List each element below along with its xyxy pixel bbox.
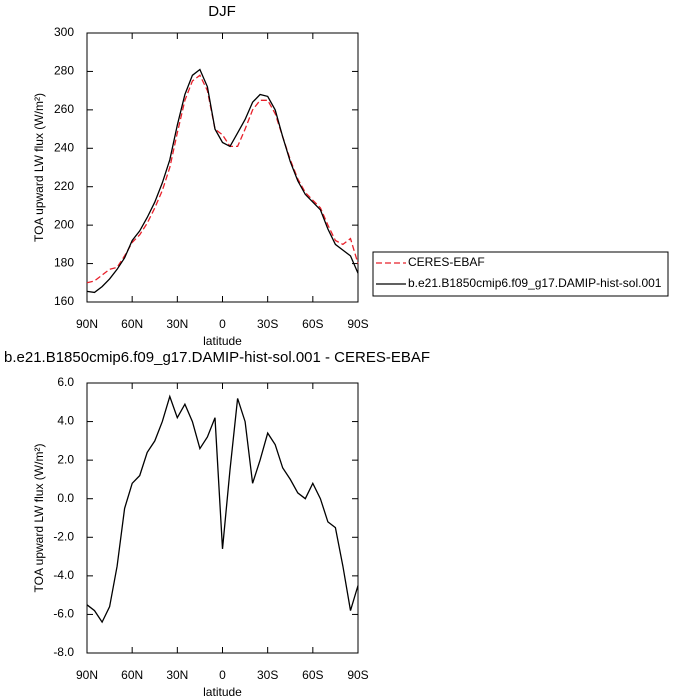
legend-label: CERES-EBAF [408,255,485,269]
x-tick-label: 30N [166,668,188,682]
x-axis-label: latitude [203,334,242,348]
y-tick-label: -8.0 [53,645,74,659]
x-tick-label: 30S [257,668,278,682]
x-tick-label: 30S [257,317,278,331]
y-tick-label: -6.0 [53,607,74,621]
y-tick-label: -2.0 [53,529,74,543]
x-tick-label: 90N [76,668,98,682]
x-tick-label: 60N [121,668,143,682]
y-tick-label: 220 [54,179,74,193]
x-tick-label: 60S [302,317,323,331]
y-axis-label: TOA upward LW flux (W/m²) [32,93,46,242]
y-tick-label: -4.0 [53,568,74,582]
x-tick-label: 60N [121,317,143,331]
plot-frame [86,382,359,654]
y-tick-label: 160 [54,294,74,308]
x-tick-label: 90S [347,668,368,682]
y-tick-label: 2.0 [57,452,74,466]
y-tick-label: 6.0 [57,375,74,389]
plot-frame [86,32,359,303]
y-tick-label: 240 [54,140,74,154]
chart-title: b.e21.B1850cmip6.f09_g17.DAMIP-hist-sol.… [4,349,430,366]
y-tick-label: 4.0 [57,414,74,428]
chart-title: DJF [208,3,236,20]
x-tick-label: 0 [219,668,226,682]
y-axis-label: TOA upward LW flux (W/m²) [32,444,46,593]
y-tick-label: 200 [54,217,74,231]
x-tick-label: 0 [219,317,226,331]
data-line [86,68,359,294]
y-tick-label: 260 [54,102,74,116]
x-axis-label: latitude [203,685,242,699]
data-line [86,394,359,624]
y-tick-label: 180 [54,256,74,270]
x-tick-label: 30N [166,317,188,331]
x-tick-label: 60S [302,668,323,682]
y-tick-label: 300 [54,25,74,39]
x-tick-label: 90S [347,317,368,331]
y-tick-label: 280 [54,64,74,78]
x-tick-label: 90N [76,317,98,331]
legend-box [372,251,669,297]
data-line [86,74,359,284]
legend-label: b.e21.B1850cmip6.f09_g17.DAMIP-hist-sol.… [408,276,662,290]
y-tick-label: 0.0 [57,491,74,505]
